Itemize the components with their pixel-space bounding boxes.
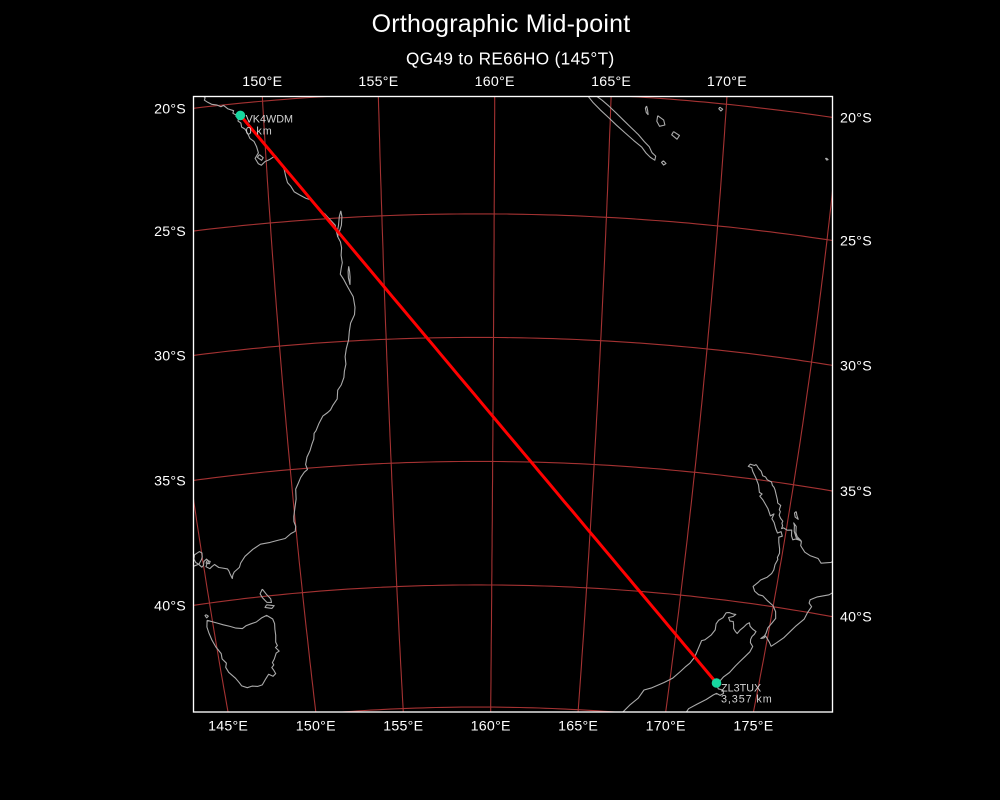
svg-text:155°E: 155°E (358, 74, 398, 90)
svg-text:35°S: 35°S (840, 484, 872, 500)
svg-text:150°E: 150°E (296, 718, 336, 734)
svg-text:VK4WDM: VK4WDM (246, 113, 293, 125)
svg-text:35°S: 35°S (154, 473, 186, 489)
svg-text:20°S: 20°S (840, 110, 872, 126)
svg-text:30°S: 30°S (840, 358, 872, 374)
svg-text:20°S: 20°S (154, 101, 186, 117)
svg-text:Orthographic Mid-point: Orthographic Mid-point (372, 10, 631, 38)
svg-text:3,357 km: 3,357 km (721, 694, 773, 706)
svg-text:160°E: 160°E (471, 718, 511, 734)
svg-text:175°E: 175°E (733, 718, 773, 734)
svg-text:170°E: 170°E (646, 718, 686, 734)
svg-text:QG49 to RE66HO (145°T): QG49 to RE66HO (145°T) (406, 48, 615, 68)
svg-text:25°S: 25°S (840, 234, 872, 250)
svg-text:170°E: 170°E (707, 74, 747, 90)
svg-text:150°E: 150°E (242, 74, 282, 90)
svg-text:155°E: 155°E (383, 718, 423, 734)
svg-text:145°E: 145°E (208, 718, 248, 734)
svg-text:40°S: 40°S (840, 610, 872, 626)
svg-text:160°E: 160°E (475, 74, 515, 90)
svg-text:0 km: 0 km (246, 125, 273, 137)
svg-text:165°E: 165°E (591, 74, 631, 90)
svg-text:ZL3TUX: ZL3TUX (721, 683, 761, 695)
svg-text:165°E: 165°E (558, 718, 598, 734)
svg-text:40°S: 40°S (154, 598, 186, 614)
svg-text:30°S: 30°S (154, 348, 186, 364)
svg-text:25°S: 25°S (154, 224, 186, 240)
